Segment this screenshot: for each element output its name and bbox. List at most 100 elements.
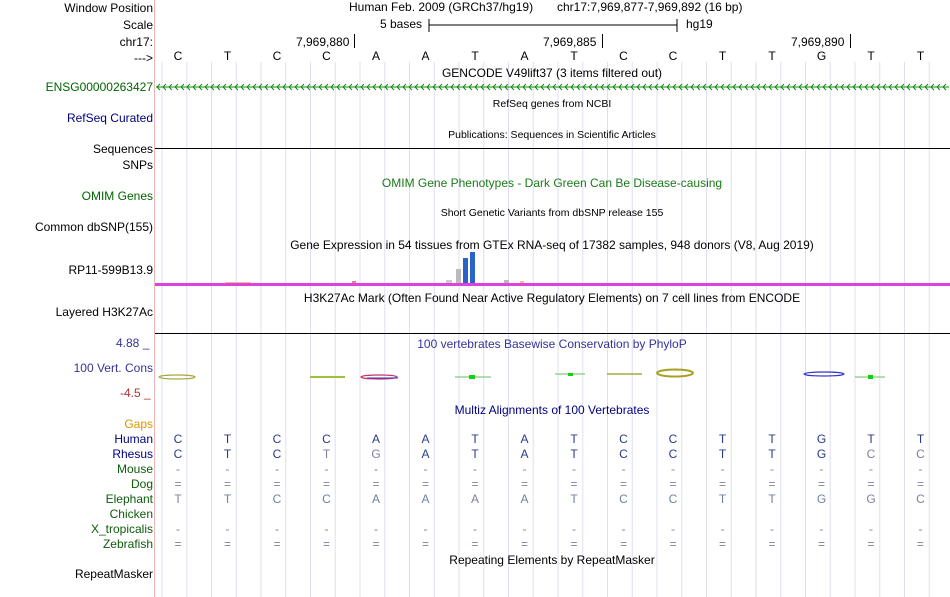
refseq-track-title[interactable]: RefSeq genes from NCBI	[492, 98, 612, 110]
refseq-label[interactable]: RefSeq Curated	[66, 111, 153, 125]
gencode-item-label[interactable]: ENSG00000263427	[45, 80, 153, 94]
alignment-base: T	[916, 432, 925, 446]
strand-arrow-label[interactable]: --->	[134, 51, 153, 65]
omim-track-title[interactable]: OMIM Gene Phenotypes - Dark Green Can Be…	[381, 176, 723, 190]
alignment-base: -	[621, 462, 626, 476]
sequences-line	[155, 148, 950, 149]
alignment-base: =	[669, 537, 677, 551]
reference-base: T	[867, 49, 875, 63]
h3k27ac-label[interactable]: Layered H3K27Ac	[55, 305, 153, 319]
alignment-base: A	[520, 492, 529, 506]
alignment-base: -	[374, 462, 378, 476]
h3k27ac-track-title[interactable]: H3K27Ac Mark (Often Found Near Active Re…	[303, 291, 801, 305]
alignment-base: =	[768, 537, 776, 551]
gencode-track-title[interactable]: GENCODE V49lift37 (3 items filtered out)	[441, 66, 663, 80]
alignment-base: A	[421, 447, 430, 461]
alignment-base: =	[322, 477, 330, 491]
alignment-base: C	[668, 492, 678, 506]
species-label-human[interactable]: Human	[114, 432, 153, 446]
alignment-base: T	[223, 432, 232, 446]
alignment-base: -	[671, 522, 675, 536]
alignment-base: G	[866, 492, 876, 506]
alignment-base: -	[621, 522, 626, 536]
alignment-base: =	[718, 537, 726, 551]
gtex-track-title[interactable]: Gene Expression in 54 tissues from GTEx …	[290, 238, 814, 252]
gaps-label[interactable]: Gaps	[124, 417, 153, 431]
alignment-base: -	[720, 522, 725, 536]
alignment-base: -	[918, 522, 923, 536]
reference-base: C	[173, 49, 183, 63]
alignment-base: A	[421, 432, 430, 446]
alignment-base: A	[520, 432, 529, 446]
alignment-base: =	[817, 477, 825, 491]
phylop-mark	[868, 375, 873, 379]
alignment-base: T	[322, 447, 331, 461]
species-label-rhesus[interactable]: Rhesus	[112, 447, 153, 461]
alignment-base: =	[273, 537, 281, 551]
species-label-dog[interactable]: Dog	[130, 477, 153, 491]
reference-base: T	[570, 49, 578, 63]
alignment-base: =	[570, 477, 578, 491]
species-label-mouse[interactable]: Mouse	[116, 462, 153, 476]
alignment-base: T	[570, 447, 578, 461]
omim-label[interactable]: OMIM Genes	[81, 189, 153, 203]
species-label-elephant[interactable]: Elephant	[105, 492, 153, 506]
position-text: chr17:7,969,877-7,969,892 (16 bp)	[557, 0, 743, 14]
snps-label[interactable]: SNPs	[122, 158, 153, 172]
alignment-base: C	[619, 432, 628, 446]
publications-track-title[interactable]: Publications: Sequences in Scientific Ar…	[448, 129, 656, 141]
coord-tick-1: 7,969,880	[296, 35, 350, 49]
alignment-base: -	[572, 522, 576, 536]
alignment-base: T	[867, 432, 875, 446]
alignment-base: =	[916, 537, 924, 551]
h3k27ac-baseline	[155, 333, 950, 334]
alignment-base: T	[570, 432, 578, 446]
reference-base: A	[421, 49, 430, 63]
base-guide-lines	[161, 62, 930, 597]
alignment-base: =	[570, 537, 578, 551]
alignment-base: -	[720, 462, 725, 476]
alignment-base: -	[275, 522, 279, 536]
alignment-base: =	[421, 537, 429, 551]
repeatmasker-track-title[interactable]: Repeating Elements by RepeatMasker	[449, 553, 655, 567]
alignment-base: C	[272, 492, 282, 506]
gtex-bar	[456, 269, 461, 283]
alignment-base: =	[372, 537, 380, 551]
repeatmasker-label[interactable]: RepeatMasker	[74, 567, 153, 581]
phylop-conservation-plot[interactable]	[155, 365, 950, 385]
gtex-expression-plot[interactable]	[155, 250, 950, 290]
alignment-base: =	[817, 537, 825, 551]
phylop-track-title[interactable]: 100 vertebrates Basewise Conservation by…	[417, 337, 687, 351]
alignment-base: =	[520, 477, 528, 491]
reference-base: T	[718, 49, 727, 63]
sequences-label[interactable]: Sequences	[92, 142, 153, 156]
phylop-mark	[469, 375, 475, 379]
gtex-label[interactable]: RP11-599B13.9	[68, 263, 153, 277]
alignment-base: -	[918, 462, 923, 476]
alignment-base: C	[272, 432, 282, 446]
coord-tick-3: 7,969,890	[791, 35, 845, 49]
reference-base: C	[668, 49, 678, 63]
alignment-base: =	[619, 477, 627, 491]
gencode-gene-feature[interactable]	[156, 81, 949, 93]
gtex-bar-minor	[352, 281, 356, 283]
phylop-label[interactable]: 100 Vert. Cons	[73, 361, 153, 375]
alignment-base: -	[324, 462, 329, 476]
gtex-bar-minor	[446, 280, 452, 283]
alignment-base: -	[572, 462, 576, 476]
alignment-base: -	[423, 522, 428, 536]
alignment-base: -	[473, 522, 477, 536]
scale-text: 5 bases	[380, 17, 423, 31]
species-label-x_tropicalis[interactable]: X_tropicalis	[90, 522, 153, 536]
alignment-base: T	[223, 492, 232, 506]
alignment-base: -	[671, 462, 675, 476]
reference-base: C	[322, 49, 331, 63]
species-label-chicken[interactable]: Chicken	[109, 507, 153, 521]
dbsnp-track-title[interactable]: Short Genetic Variants from dbSNP releas…	[440, 207, 664, 219]
dbsnp-label[interactable]: Common dbSNP(155)	[34, 220, 153, 234]
alignment-base: =	[669, 477, 677, 491]
species-label-zebrafish[interactable]: Zebrafish	[102, 537, 153, 551]
alignment-base: C	[173, 432, 183, 446]
multiz-track-title[interactable]: Multiz Alignments of 100 Vertebrates	[454, 403, 650, 417]
alignment-base: -	[819, 522, 824, 536]
